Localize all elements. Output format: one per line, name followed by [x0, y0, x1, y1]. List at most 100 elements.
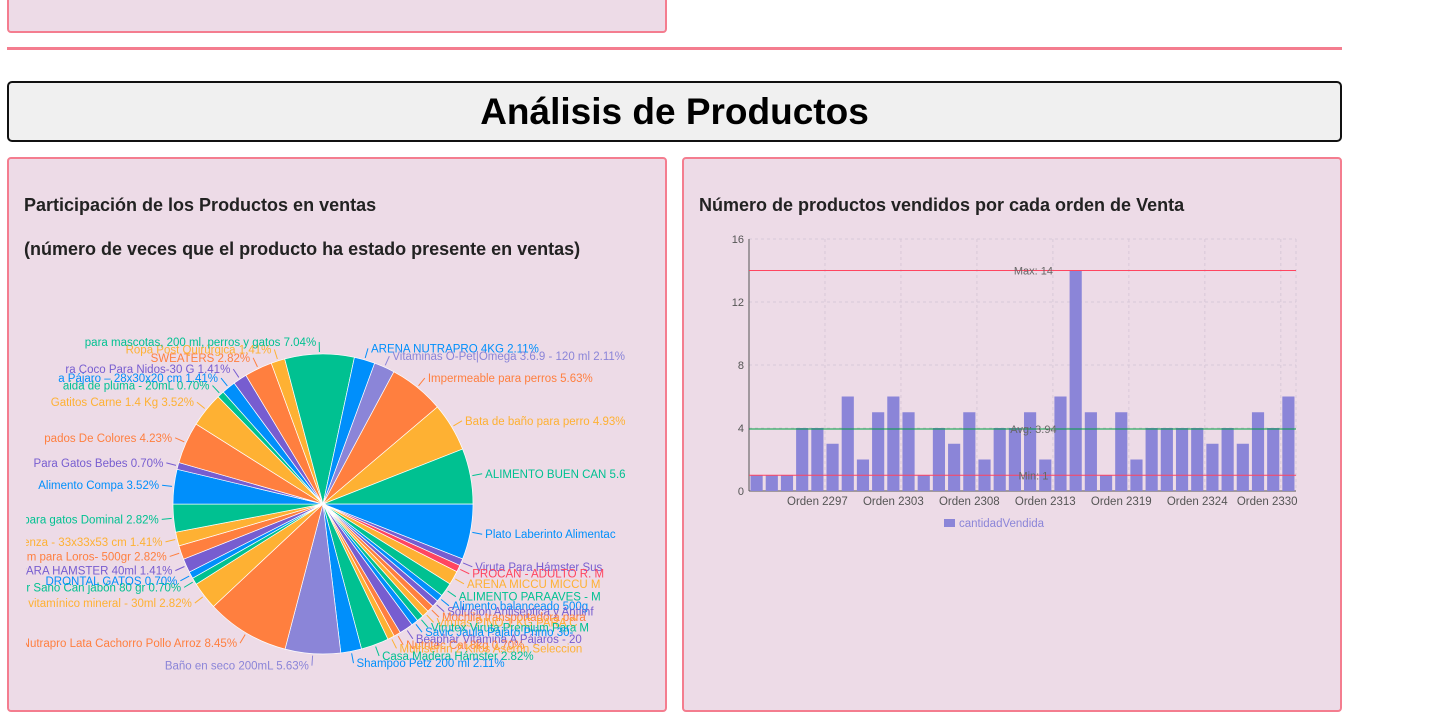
bar[interactable] — [1251, 412, 1265, 491]
pie-slice[interactable] — [322, 448, 474, 505]
bar[interactable] — [1221, 428, 1234, 491]
bar-chart-title: Número de productos vendidos por cada or… — [699, 195, 1185, 215]
bar[interactable] — [1069, 270, 1082, 492]
pie-leader-line — [426, 614, 434, 623]
pie-slice-label: cenza - 33x33x53 cm 1.41% — [26, 537, 162, 549]
pie-leader-line — [447, 590, 457, 598]
pie-leader-line — [453, 420, 463, 427]
y-tick-label: 8 — [738, 360, 744, 372]
pie-slice-label: a Pájaro – 28x30x20 cm 1.41% — [58, 373, 218, 385]
pie-slice-label: Baño en seco 200mL 5.63% — [165, 661, 309, 673]
bar[interactable] — [1160, 428, 1173, 491]
pie-slice-label: Multiserrin 2 Kilos Aserrin Seleccion — [399, 643, 582, 655]
legend-swatch — [944, 519, 955, 527]
pie-leader-line — [166, 462, 177, 466]
bar[interactable] — [1206, 443, 1219, 491]
pie-leader-line — [273, 349, 278, 360]
pie-slice-label: CO PARA HAMSTER 40ml 1.41% — [26, 566, 172, 578]
pie-leader-line — [436, 604, 445, 612]
pie-leader-line — [415, 623, 423, 633]
pie-slice-label: DRONTAL GATOS 0.70% — [45, 576, 177, 588]
section-title: Análisis de Productos — [7, 81, 1342, 142]
pie-slice-label: pados De Colores 4.23% — [44, 433, 172, 445]
bar[interactable] — [1282, 396, 1295, 492]
pie-slice-label: para mascotas, 200 ml, perros y gatos 7.… — [85, 337, 316, 349]
x-tick-label: Orden 2324 — [1167, 496, 1228, 508]
pie-leader-line — [459, 568, 470, 575]
pie-leader-line — [431, 609, 440, 618]
bar[interactable] — [1099, 475, 1113, 491]
bar[interactable] — [1175, 428, 1189, 491]
pie-leader-line — [165, 539, 176, 543]
x-tick-label: Orden 2313 — [1015, 496, 1076, 508]
pie-slice-label: Bata de baño para perro 4.93% — [465, 416, 625, 428]
pie-slice-label: ARENA NUTRAPRO 4KG 2.11% — [371, 343, 539, 355]
bar[interactable] — [750, 475, 763, 491]
pie-slice-label: ARENA MICCU MICCU M — [467, 579, 601, 591]
pie-slice[interactable] — [212, 502, 324, 650]
pie-slice-label: Shampoo Petz 200 ml 2.11% — [356, 658, 504, 670]
bar[interactable] — [1267, 428, 1280, 491]
bar[interactable] — [1145, 428, 1158, 491]
bar[interactable] — [993, 428, 1006, 491]
pie-slice-label: Solucion Antiseptica y Antiinf — [447, 607, 594, 619]
bar[interactable] — [1236, 443, 1249, 491]
bar[interactable] — [887, 396, 900, 492]
pie-leader-line — [384, 355, 390, 366]
pie-slice-label: Plato Laberinto Alimentac — [485, 529, 616, 541]
pie-leader-line — [418, 377, 426, 387]
legend-label: cantidadVendida — [959, 518, 1045, 530]
pie-chart-subtitle: (número de veces que el producto ha esta… — [24, 239, 581, 259]
bar[interactable] — [948, 443, 961, 491]
pie-slice-label: Virutex Viruta Premium Para M — [431, 622, 589, 634]
pie-leader-line — [174, 437, 185, 443]
pie-slice-label: Ropa Post Quirúrgica 1.41% — [126, 344, 272, 356]
y-tick-label: 0 — [738, 486, 744, 498]
bar[interactable] — [872, 412, 885, 491]
bar[interactable] — [963, 412, 976, 491]
bar[interactable] — [796, 428, 809, 491]
bar[interactable] — [826, 443, 839, 491]
pie-slice-label: aida de pluma - 20mL 0.70% — [63, 381, 210, 393]
pie-leader-line — [196, 401, 206, 409]
bar[interactable] — [1084, 412, 1097, 491]
pie-leader-line — [351, 653, 354, 664]
bar[interactable] — [932, 428, 946, 491]
pie-slice-label: Para Gatos Bebes 0.70% — [34, 458, 164, 470]
bar[interactable] — [1024, 412, 1037, 491]
pie-slice-label: Nutritec Cat 8kg 0.70% — [406, 640, 524, 652]
pie-leader-line — [232, 368, 240, 378]
bar[interactable] — [765, 475, 778, 491]
pie-leader-line — [161, 517, 172, 520]
pie-leader-line — [440, 599, 450, 607]
bar[interactable] — [811, 428, 824, 491]
pie-slice-label: Savic Jaula Pájaro Primo 30- — [425, 627, 573, 639]
section-divider — [7, 47, 1342, 50]
pie-leader-line — [391, 639, 397, 649]
y-tick-label: 16 — [732, 234, 744, 246]
bar[interactable] — [841, 396, 854, 492]
x-tick-label: Orden 2297 — [787, 496, 848, 508]
bar[interactable] — [780, 475, 794, 491]
x-tick-label: Orden 2330 — [1237, 496, 1298, 508]
bar-chart-card: Número de productos vendidos por cada or… — [682, 157, 1342, 712]
pie-leader-line — [183, 581, 193, 588]
bar[interactable] — [1054, 396, 1067, 492]
pie-slice-label: ALIMENTO PARAAVES - M — [459, 592, 601, 604]
pie-leader-line — [406, 630, 414, 640]
legend[interactable]: cantidadVendida — [944, 518, 1045, 530]
pie-leader-line — [375, 646, 380, 657]
pie-leader-line — [180, 575, 190, 582]
bar[interactable] — [902, 412, 915, 491]
pie-leader-line — [175, 566, 185, 572]
pie-leader-line — [311, 655, 314, 666]
bar[interactable] — [1191, 428, 1204, 491]
pie-slice-label: 30 gr Sano Can jabón 80 gr 0.70% — [26, 582, 181, 594]
bar[interactable] — [1115, 412, 1128, 491]
pie-leader-line — [455, 578, 465, 585]
bar[interactable] — [917, 475, 930, 491]
annotation-label: Avg: 3.94 — [1010, 424, 1056, 436]
annotation-label: Min: 1 — [1018, 470, 1048, 482]
pie-slice-label: ra Coco Para Nidos-30 G 1.41% — [65, 364, 230, 376]
pie-leader-line — [472, 473, 483, 477]
